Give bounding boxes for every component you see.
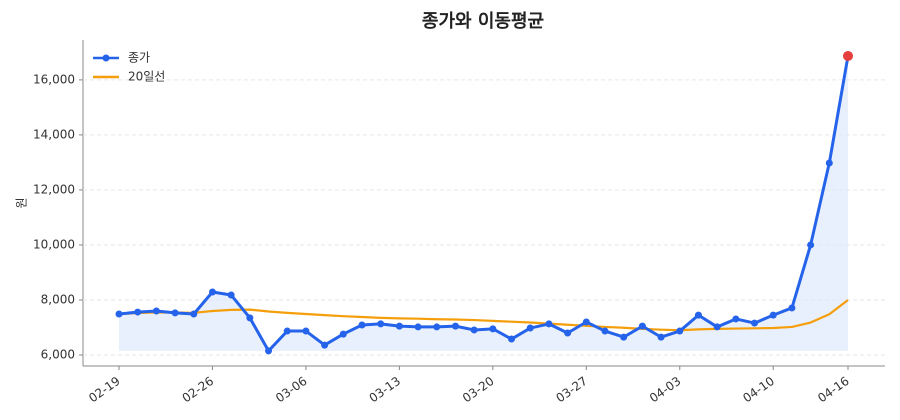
point (657, 333, 665, 341)
point (433, 323, 441, 331)
point (713, 323, 721, 331)
point (451, 322, 459, 330)
y-tick-label: 8,000 (41, 292, 75, 306)
x-tick-label: 04-16 (815, 374, 852, 405)
x-tick-label: 02-19 (86, 374, 123, 405)
x-tick-label: 04-03 (647, 374, 684, 405)
point (788, 304, 796, 312)
point (732, 315, 740, 323)
last-point (843, 50, 853, 61)
y-tick-label: 12,000 (33, 182, 75, 196)
point (470, 326, 478, 334)
point (377, 320, 385, 328)
series-line (118, 299, 849, 332)
point (769, 311, 777, 319)
point (807, 241, 815, 249)
point (508, 335, 516, 343)
x-tick-label: 03-13 (367, 374, 404, 405)
y-tick-label: 10,000 (33, 237, 75, 251)
point (190, 310, 198, 318)
area-fill (119, 55, 848, 351)
legend-marker (102, 54, 110, 62)
point (564, 329, 572, 337)
point (676, 327, 684, 335)
point (171, 309, 179, 317)
point (321, 341, 329, 349)
y-tick-label: 16,000 (33, 72, 75, 86)
point (115, 310, 123, 318)
legend: 종가 20일선 (93, 51, 165, 84)
point (227, 291, 235, 299)
point (601, 327, 609, 335)
point (246, 314, 254, 322)
point (358, 321, 366, 329)
point (545, 320, 553, 328)
x-tick-label: 02-26 (180, 374, 217, 405)
point (414, 323, 422, 331)
point (620, 333, 628, 341)
point (208, 288, 216, 296)
point (694, 311, 702, 319)
legend-label: 종가 (128, 51, 150, 65)
y-tick-label: 6,000 (41, 347, 75, 361)
point (526, 324, 534, 332)
chart-title: 종가와 이동평균 (422, 11, 544, 32)
x-tick-label: 03-20 (460, 374, 497, 405)
point (489, 325, 497, 333)
point (265, 347, 273, 355)
point (134, 308, 142, 316)
point (283, 327, 291, 335)
series-line (118, 55, 850, 353)
x-tick-label: 04-10 (740, 374, 777, 405)
point (395, 322, 403, 330)
x-tick-label: 03-06 (273, 374, 310, 405)
point (825, 159, 833, 167)
point (638, 322, 646, 330)
legend-label: 20일선 (128, 70, 165, 84)
y-axis-label: 원 (15, 197, 29, 208)
point (582, 318, 590, 326)
point (751, 319, 759, 327)
x-tick-label: 03-27 (553, 374, 590, 405)
y-tick-label: 14,000 (33, 127, 75, 141)
point (302, 327, 310, 335)
point (152, 307, 160, 315)
point (339, 330, 347, 338)
